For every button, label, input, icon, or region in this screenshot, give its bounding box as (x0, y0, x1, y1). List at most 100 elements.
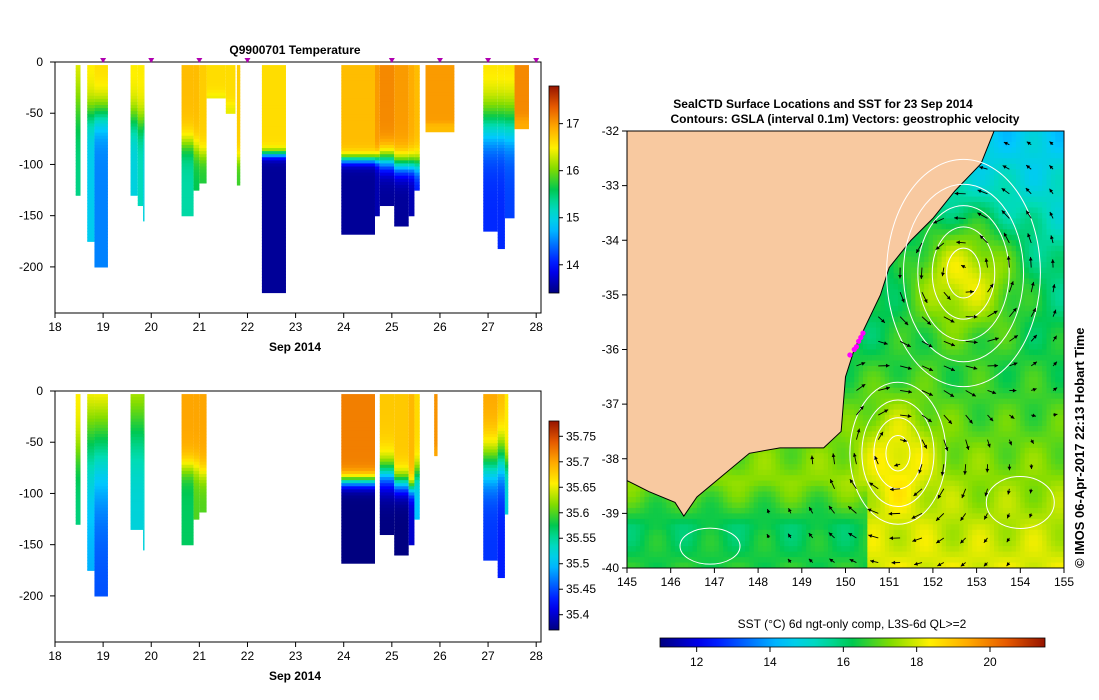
profile-cell (94, 581, 108, 586)
profile-cell (394, 427, 409, 432)
profile-cell (408, 421, 415, 426)
profile-cell (137, 200, 144, 204)
velocity-arrowhead (993, 310, 998, 315)
profile-cell (193, 188, 200, 191)
profile-cell (75, 120, 81, 125)
profile-cell (199, 92, 207, 97)
profile-cell (143, 458, 145, 463)
profile-cell (143, 163, 145, 168)
profile-cell (181, 172, 194, 177)
profile-cell (497, 160, 505, 165)
profile-cell (504, 89, 515, 94)
profile-cell (143, 194, 145, 198)
profile-cell (87, 77, 95, 82)
profile-cell (341, 111, 375, 115)
profile-cell (414, 101, 420, 106)
profile-cell (504, 406, 509, 411)
velocity-arrowhead (984, 515, 988, 520)
profile-cell (261, 65, 286, 69)
profile-cell (87, 492, 95, 497)
velocity-arrowhead (894, 463, 899, 467)
profile-cell (394, 77, 409, 82)
velocity-arrowhead (1026, 210, 1030, 215)
profile-cell (199, 409, 207, 414)
profile-cell (181, 138, 194, 143)
profile-cell (341, 501, 375, 506)
profile-cell (497, 477, 505, 481)
sst-colorbar-tick-label: 14 (763, 655, 777, 669)
profile-cell (94, 593, 108, 597)
profile-cell (483, 200, 498, 204)
velocity-arrowhead (856, 428, 861, 433)
profile-cell (408, 501, 415, 506)
profile-cell (394, 148, 409, 152)
profile-cell (137, 86, 144, 91)
profile-cell (143, 151, 145, 155)
profile-cell (87, 443, 95, 447)
profile-cell (341, 523, 375, 527)
profile-cell (341, 498, 375, 503)
profile-cell (199, 169, 207, 174)
profile-cell (75, 520, 81, 524)
profile-cell (143, 95, 145, 100)
profile-cell (193, 163, 200, 168)
profile-cell (130, 449, 144, 454)
profile-cell (379, 523, 395, 527)
map-land (627, 131, 995, 518)
profile-cell (75, 166, 81, 171)
profile-cell (379, 105, 395, 109)
profile-cell (408, 65, 415, 69)
profile-cell (379, 480, 395, 484)
profile-0-5 (143, 65, 145, 222)
profile-cell (394, 547, 409, 552)
velocity-arrowhead (1001, 210, 1006, 215)
profile-cell (199, 394, 207, 398)
profile-cell (94, 178, 108, 183)
profile-cell (87, 83, 95, 88)
profile-cell (143, 541, 145, 546)
profile-cell (87, 218, 95, 223)
profile-cell (75, 415, 81, 420)
velocity-arrowhead (994, 337, 999, 341)
profile-cell (75, 501, 81, 506)
profile-cell (143, 200, 145, 204)
profile-cell (199, 495, 207, 500)
profile-cell (143, 501, 145, 506)
profile-cell (199, 421, 207, 426)
profile-cell (87, 513, 95, 518)
profile-cell (236, 138, 241, 143)
velocity-arrowhead (848, 533, 853, 537)
profile-cell (379, 144, 395, 149)
profile-cell (143, 77, 145, 82)
colorbar-tick-label: 35.55 (566, 531, 596, 545)
profile-cell (206, 80, 226, 85)
profile-cell (199, 406, 207, 411)
profile-cell (87, 421, 95, 426)
profile-cell (181, 74, 194, 78)
profile-cell (341, 458, 375, 463)
profile-cell (87, 188, 95, 192)
profile-cell (394, 455, 409, 460)
profile-cell (394, 92, 409, 97)
profile-cell (130, 181, 138, 186)
profile-cell (504, 458, 509, 463)
velocity-arrowhead (1049, 165, 1054, 170)
profile-cell (408, 166, 415, 171)
profile-cell (87, 203, 95, 208)
profile-cell (379, 517, 395, 521)
profile-cell (181, 188, 194, 192)
profile-cell (193, 517, 200, 520)
profile-cell (87, 178, 95, 183)
profile-cell (504, 467, 509, 472)
profile-cell (374, 129, 380, 134)
profile-cell (394, 517, 409, 521)
profile-cell (87, 483, 95, 487)
profile-cell (193, 455, 200, 460)
profile-cell (497, 181, 505, 186)
profile-cell (414, 427, 420, 432)
profile-cell (143, 449, 145, 454)
profile-cell (341, 480, 375, 484)
profile-cell (94, 461, 108, 466)
profile-cell (394, 464, 409, 469)
profile-cell (75, 477, 81, 481)
